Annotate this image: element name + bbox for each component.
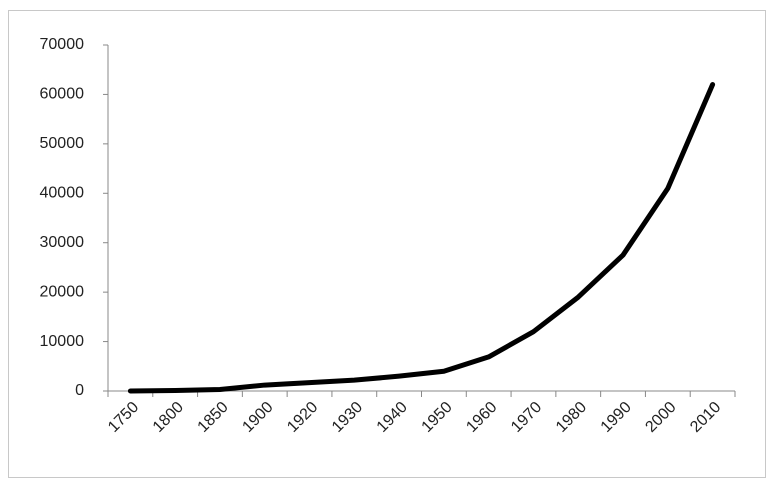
chart-frame <box>8 10 766 478</box>
y-tick-label: 10000 <box>40 333 85 350</box>
y-tick-label: 30000 <box>40 234 85 251</box>
y-tick-label: 40000 <box>40 185 85 202</box>
y-tick-label: 50000 <box>40 135 85 152</box>
y-tick-label: 0 <box>75 382 84 399</box>
y-tick-label: 60000 <box>40 86 85 103</box>
data-line <box>127 82 716 394</box>
y-tick-label: 70000 <box>40 36 85 53</box>
y-tick-label: 20000 <box>40 283 85 300</box>
